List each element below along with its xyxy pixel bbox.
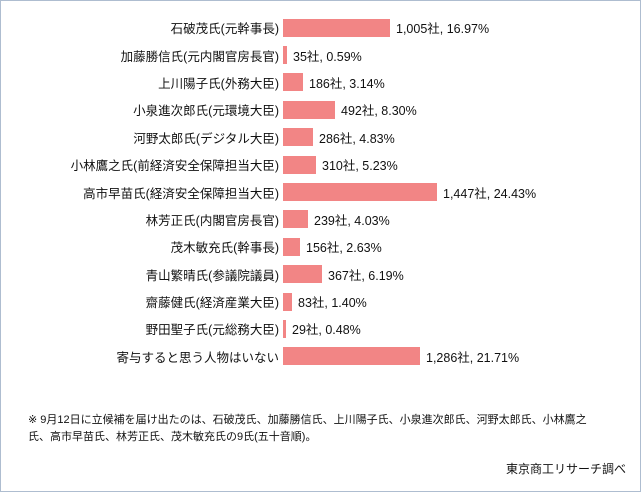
value-label: 186社, 3.14% bbox=[309, 76, 385, 91]
bar bbox=[283, 18, 390, 37]
bar-row: 茂木敏充氏(幹事長) 156社, 2.63% bbox=[1, 233, 640, 260]
bar-row: 青山繁晴氏(参議院議員) 367社, 6.19% bbox=[1, 261, 640, 288]
value-label: 239社, 4.03% bbox=[314, 213, 390, 228]
value-label: 310社, 5.23% bbox=[322, 159, 398, 174]
bar bbox=[283, 183, 437, 202]
bar-row: 河野太郎氏(デジタル大臣) 286社, 4.83% bbox=[1, 124, 640, 151]
value-label: 83社, 1.40% bbox=[298, 296, 367, 311]
bar bbox=[283, 46, 287, 65]
bar-area: 156社, 2.63% bbox=[283, 237, 382, 256]
bar-area: 239社, 4.03% bbox=[283, 210, 390, 229]
bar bbox=[283, 73, 303, 92]
bar-area: 1,005社, 16.97% bbox=[283, 18, 489, 37]
value-label: 35社, 0.59% bbox=[293, 49, 362, 64]
bar-row: 林芳正氏(内閣官房長官) 239社, 4.03% bbox=[1, 206, 640, 233]
category-label: 林芳正氏(内閣官房長官) bbox=[145, 213, 279, 228]
category-label: 上川陽子氏(外務大臣) bbox=[158, 76, 279, 91]
bar-area: 1,286社, 21.71% bbox=[283, 347, 519, 366]
value-label: 367社, 6.19% bbox=[328, 268, 404, 283]
bar-row: 野田聖子氏(元総務大臣) 29社, 0.48% bbox=[1, 315, 640, 342]
bar bbox=[283, 128, 313, 147]
bar-chart: 石破茂氏(元幹事長) 1,005社, 16.97% 加藤勝信氏(元内閣官房長官) 35… bbox=[1, 14, 640, 370]
bar bbox=[283, 237, 300, 256]
bar-area: 286社, 4.83% bbox=[283, 128, 395, 147]
bar-area: 310社, 5.23% bbox=[283, 155, 398, 174]
value-label: 1,447社, 24.43% bbox=[443, 186, 537, 201]
bar-area: 83社, 1.40% bbox=[283, 292, 367, 311]
bar-area: 186社, 3.14% bbox=[283, 73, 385, 92]
category-label: 齋藤健氏(経済産業大臣) bbox=[145, 296, 279, 311]
bar-row: 高市早苗氏(経済安全保障担当大臣) 1,447社, 24.43% bbox=[1, 178, 640, 205]
category-label: 寄与すると思う人物はいない bbox=[116, 350, 279, 365]
bar-row: 石破茂氏(元幹事長) 1,005社, 16.97% bbox=[1, 14, 640, 41]
category-label: 河野太郎氏(デジタル大臣) bbox=[133, 131, 279, 146]
bar bbox=[283, 100, 335, 119]
bar bbox=[283, 155, 316, 174]
category-label: 野田聖子氏(元総務大臣) bbox=[145, 323, 279, 338]
bar-area: 367社, 6.19% bbox=[283, 265, 404, 284]
category-label: 高市早苗氏(経済安全保障担当大臣) bbox=[83, 186, 279, 201]
bar-area: 1,447社, 24.43% bbox=[283, 183, 536, 202]
bar-area: 35社, 0.59% bbox=[283, 46, 362, 65]
value-label: 156社, 2.63% bbox=[306, 241, 382, 256]
bar-area: 29社, 0.48% bbox=[283, 319, 361, 338]
value-label: 286社, 4.83% bbox=[319, 131, 395, 146]
bar bbox=[283, 265, 322, 284]
bar-row: 小泉進次郎氏(元環境大臣) 492社, 8.30% bbox=[1, 96, 640, 123]
category-label: 小林鷹之氏(前経済安全保障担当大臣) bbox=[70, 159, 279, 174]
bar-row: 上川陽子氏(外務大臣) 186社, 3.14% bbox=[1, 69, 640, 96]
value-label: 492社, 8.30% bbox=[341, 104, 417, 119]
category-label: 加藤勝信氏(元内閣官房長官) bbox=[120, 49, 279, 64]
bar bbox=[283, 319, 286, 338]
value-label: 1,005社, 16.97% bbox=[396, 22, 490, 37]
category-label: 石破茂氏(元幹事長) bbox=[170, 22, 279, 37]
bar-row: 加藤勝信氏(元内閣官房長官) 35社, 0.59% bbox=[1, 41, 640, 68]
category-label: 青山繁晴氏(参議院議員) bbox=[145, 268, 279, 283]
category-label: 小泉進次郎氏(元環境大臣) bbox=[133, 104, 279, 119]
bar-row: 寄与すると思う人物はいない 1,286社, 21.71% bbox=[1, 343, 640, 370]
bar bbox=[283, 210, 308, 229]
bar-row: 小林鷹之氏(前経済安全保障担当大臣) 310社, 5.23% bbox=[1, 151, 640, 178]
value-label: 29社, 0.48% bbox=[292, 323, 361, 338]
bar-row: 齋藤健氏(経済産業大臣) 83社, 1.40% bbox=[1, 288, 640, 315]
bar bbox=[283, 347, 420, 366]
category-label: 茂木敏充氏(幹事長) bbox=[170, 241, 279, 256]
source-credit: 東京商工リサーチ調べ bbox=[505, 462, 626, 476]
bar-area: 492社, 8.30% bbox=[283, 100, 417, 119]
footnote: ※ 9月12日に立候補を届け出たのは、石破茂氏、加藤勝信氏、上川陽子氏、小泉進次… bbox=[28, 414, 587, 444]
bar bbox=[283, 292, 292, 311]
value-label: 1,286社, 21.71% bbox=[426, 350, 520, 365]
